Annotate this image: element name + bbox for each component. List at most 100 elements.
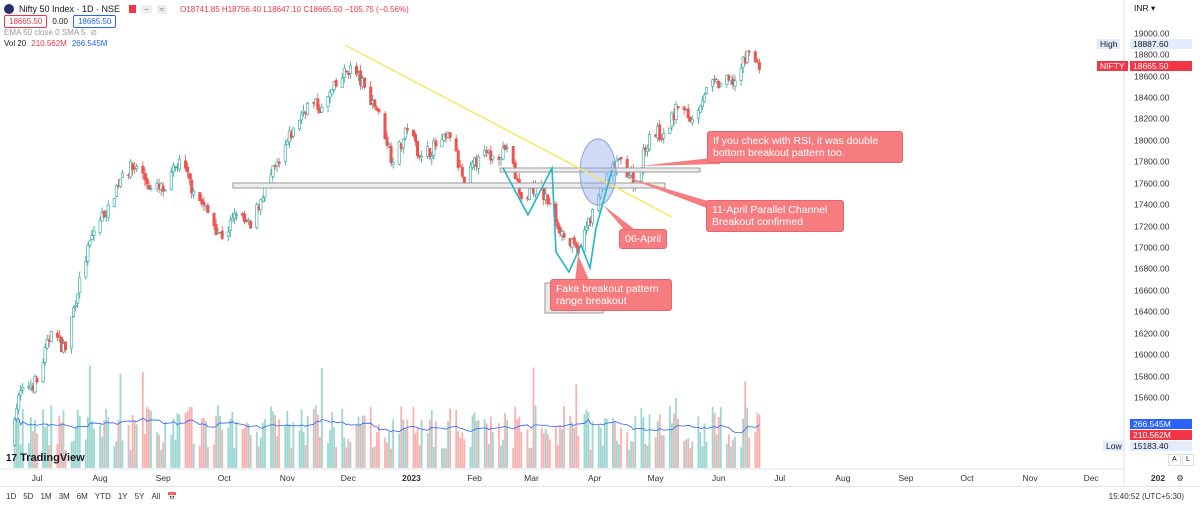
- callout-channel[interactable]: 11-April Parallel Channel Breakout confi…: [706, 200, 844, 232]
- low-label: Low: [1103, 441, 1125, 451]
- symbol-legend[interactable]: Nifty 50 Index · 1D · NSE − ≈ O18741.85 …: [4, 4, 409, 14]
- volume-bar: [192, 443, 195, 468]
- flag-icon[interactable]: [129, 5, 137, 13]
- zigzag-pattern[interactable]: [502, 164, 613, 274]
- candle-down: [676, 106, 680, 108]
- auto-scale-button[interactable]: A: [1168, 454, 1181, 466]
- range-button-1y[interactable]: 1Y: [117, 492, 128, 501]
- trendline[interactable]: [344, 44, 673, 218]
- volume-bar: [616, 440, 618, 468]
- volume-bar: [420, 419, 423, 468]
- calendar-icon[interactable]: 📅: [167, 492, 178, 501]
- volume-bar: [603, 418, 606, 468]
- candle-down: [55, 332, 59, 338]
- volume-bar: [585, 409, 588, 468]
- volume-bar: [369, 407, 372, 468]
- candle-up: [715, 79, 719, 83]
- settings-icon[interactable]: ⚙: [1176, 473, 1184, 483]
- callout-fake[interactable]: Fake breakout pattern range breakout: [550, 279, 672, 311]
- range-button-5y[interactable]: 5Y: [134, 492, 145, 501]
- sell-button[interactable]: 18665.50: [4, 15, 48, 28]
- candle-down: [141, 165, 145, 174]
- candle-up: [420, 155, 424, 158]
- volume-bar: [447, 421, 449, 468]
- buy-button[interactable]: 18665.50: [72, 15, 117, 28]
- candle-up: [300, 113, 304, 121]
- volume-bar: [27, 443, 30, 468]
- candle-down: [359, 70, 363, 86]
- chart-canvas[interactable]: [0, 0, 1200, 486]
- range-button-5d[interactable]: 5D: [23, 492, 34, 501]
- volume-bar: [626, 432, 629, 468]
- range-button-1m[interactable]: 1M: [40, 492, 52, 501]
- callout-pointer-april: [603, 205, 638, 232]
- candle-up: [674, 104, 678, 120]
- volume-tag: 210.562M: [1130, 430, 1192, 440]
- currency-selector[interactable]: INR ▾: [1134, 3, 1156, 13]
- volume-bar: [156, 432, 158, 468]
- volume-bar: [428, 419, 431, 468]
- volume-bar: [86, 416, 89, 468]
- volume-bar: [327, 442, 329, 468]
- price-tick: 17200.00: [1134, 221, 1170, 232]
- range-button-3m[interactable]: 3M: [58, 492, 70, 501]
- compare-button[interactable]: ≈: [156, 4, 168, 14]
- range-button-6m[interactable]: 6M: [76, 492, 88, 501]
- volume-bar: [259, 437, 262, 468]
- tradingview-logo[interactable]: 17 TradingView: [6, 452, 85, 464]
- log-scale-button[interactable]: L: [1182, 454, 1194, 466]
- volume-bar: [261, 422, 264, 468]
- spread-value: 0.00: [52, 17, 68, 26]
- candle-up: [72, 307, 76, 317]
- candle-down: [206, 205, 210, 213]
- candle-up: [705, 86, 709, 94]
- volume-bar: [732, 439, 734, 468]
- candle-up: [285, 140, 289, 146]
- volume-bar: [673, 413, 675, 468]
- volume-bar: [644, 443, 647, 468]
- range-button-all[interactable]: All: [151, 492, 161, 501]
- resistance-zone-rect[interactable]: [499, 167, 701, 173]
- volume-bar: [514, 406, 517, 468]
- minus-button[interactable]: −: [141, 4, 152, 14]
- volume-bar: [298, 430, 301, 468]
- callout-april[interactable]: 06-April: [619, 229, 668, 249]
- candle-down: [344, 70, 348, 73]
- range-button-1d[interactable]: 1D: [6, 492, 17, 501]
- range-button-ytd[interactable]: YTD: [94, 492, 111, 501]
- volume-bar: [99, 424, 101, 468]
- clock-time[interactable]: 15:40:52 (UTC+5:30): [1108, 492, 1184, 501]
- candle-up: [668, 127, 672, 134]
- eye-hidden-icon[interactable]: ⊘: [90, 28, 98, 37]
- price-tick: 17000.00: [1134, 242, 1170, 253]
- candle-down: [63, 341, 67, 351]
- callout-rsi[interactable]: If you check with RSI, it was double bot…: [707, 131, 903, 163]
- candle-down: [682, 106, 686, 110]
- candle-down: [212, 213, 216, 227]
- price-tick: 16800.00: [1134, 263, 1170, 274]
- candle-up: [470, 162, 474, 168]
- volume-bar: [612, 418, 614, 468]
- volume-bar: [107, 417, 110, 468]
- volume-bar: [44, 427, 47, 468]
- candle-down: [428, 148, 432, 157]
- volume-bar: [734, 436, 736, 468]
- candle-up: [226, 231, 230, 238]
- time-tick: 2023: [401, 473, 421, 483]
- volume-bar: [229, 418, 232, 468]
- indicator-label: EMA 50 close 0 SMA 5: [4, 28, 86, 37]
- support-zone-rect[interactable]: [232, 182, 666, 189]
- volume-legend[interactable]: Vol 20 210.562M 266.545M: [4, 39, 107, 48]
- volume-bar: [241, 429, 244, 468]
- volume-bar: [640, 408, 643, 468]
- candle-down: [456, 150, 460, 168]
- time-tick: Apr: [587, 473, 602, 483]
- volume-bar: [227, 427, 230, 468]
- drawings[interactable]: [232, 44, 720, 314]
- high-label: High: [1097, 39, 1121, 49]
- volume-bar: [198, 445, 201, 468]
- indicator-legend[interactable]: EMA 50 close 0 SMA 5 ⊘: [4, 28, 97, 37]
- volume-bar: [17, 418, 20, 468]
- low-value: 15183.40: [1130, 441, 1192, 451]
- nifty-logo-icon: [4, 4, 14, 14]
